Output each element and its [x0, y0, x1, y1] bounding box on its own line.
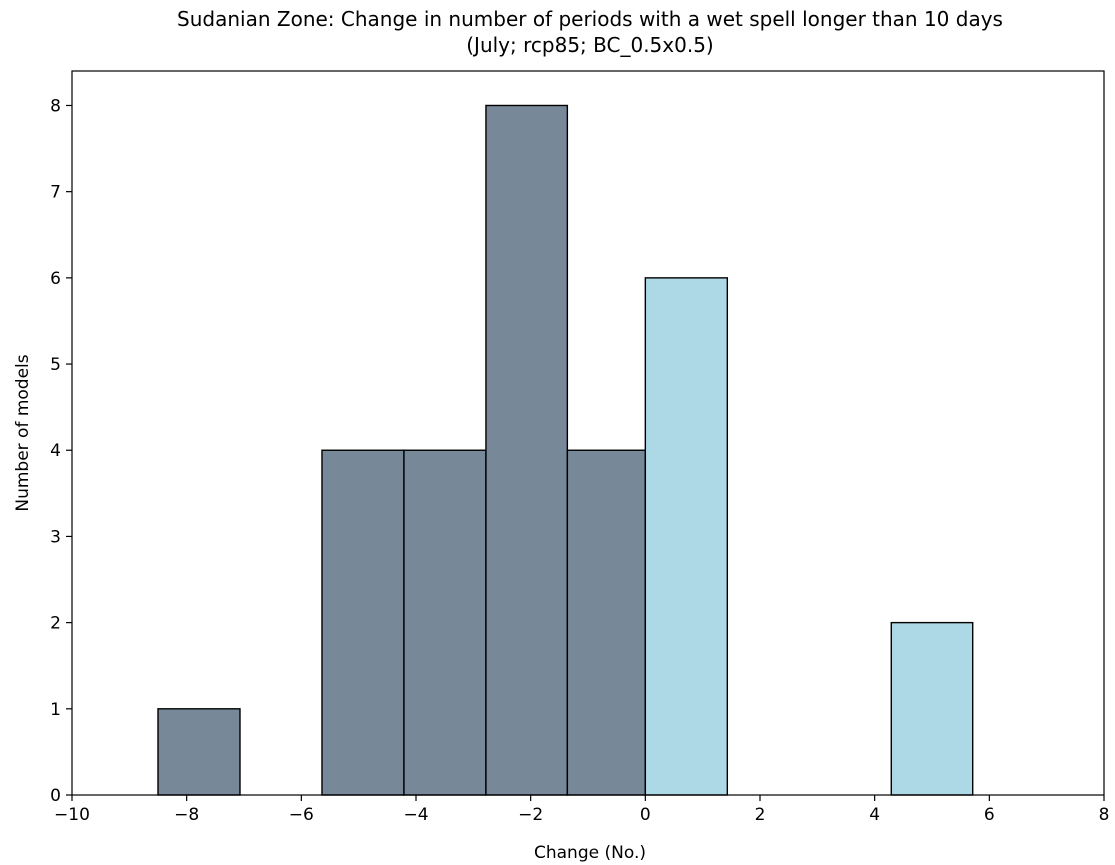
y-tick-label: 6: [50, 269, 61, 289]
chart-subtitle: (July; rcp85; BC_0.5x0.5): [466, 33, 713, 57]
x-tick-label: −6: [289, 805, 314, 825]
y-tick-label: 3: [50, 527, 61, 547]
histogram-bar: [403, 449, 487, 796]
x-tick-label: 4: [869, 805, 880, 825]
y-axis-label: Number of models: [13, 354, 33, 511]
x-tick-label: 8: [1099, 805, 1110, 825]
x-tick-label: −8: [174, 805, 199, 825]
plot-frame: [71, 70, 1105, 796]
x-tick-label: −4: [403, 805, 428, 825]
y-axis-ticks: 0 1 2 3 4 5 6 7 8: [50, 96, 72, 806]
y-tick-label: 1: [50, 700, 61, 720]
x-tick-label: 0: [640, 805, 651, 825]
histogram-bar: [321, 449, 405, 796]
chart-title: Sudanian Zone: Change in number of perio…: [177, 7, 1003, 31]
y-tick-label: 7: [50, 183, 61, 203]
histogram-bar: [644, 277, 729, 796]
y-tick-label: 2: [50, 614, 61, 634]
x-tick-label: 2: [755, 805, 766, 825]
bars-group: [157, 104, 974, 796]
y-tick-label: 5: [50, 355, 61, 375]
histogram-bar: [890, 621, 974, 796]
x-tick-label: −2: [518, 805, 543, 825]
y-tick-label: 8: [50, 96, 61, 116]
y-tick-label: 4: [50, 441, 61, 461]
x-tick-label: −10: [54, 805, 90, 825]
histogram-bar: [566, 449, 647, 796]
histogram-bar: [157, 708, 241, 796]
x-axis-ticks: −10 −8 −6 −4 −2 0 2 4 6 8: [54, 795, 1109, 825]
histogram-bar: [485, 104, 569, 796]
y-tick-label: 0: [50, 786, 61, 806]
x-tick-label: 6: [984, 805, 995, 825]
x-axis-label: Change (No.): [534, 843, 646, 863]
